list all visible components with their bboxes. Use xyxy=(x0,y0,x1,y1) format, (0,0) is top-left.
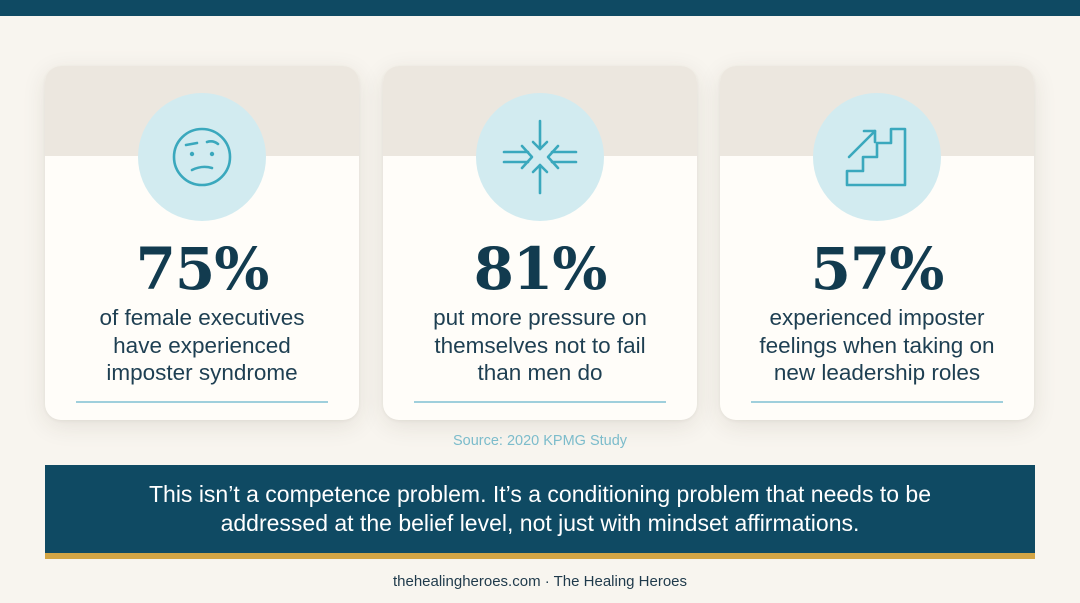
card-divider xyxy=(76,401,328,403)
stat-description: experienced imposter feelings when takin… xyxy=(740,304,1014,387)
icon-badge xyxy=(813,93,941,221)
banner-accent-stripe xyxy=(45,553,1035,559)
converging-arrows-icon xyxy=(502,119,578,195)
description-line: imposter syndrome xyxy=(106,360,298,385)
description-line: than men do xyxy=(477,360,603,385)
card-divider xyxy=(414,401,666,403)
stat-card-2: 81% put more pressure on themselves not … xyxy=(383,66,697,420)
icon-badge xyxy=(476,93,604,221)
footer-credit: thehealingheroes.com · The Healing Heroe… xyxy=(392,573,688,590)
key-message-text: This isn’t a competence problem. It’s a … xyxy=(149,480,931,538)
description-line: themselves not to fail xyxy=(434,332,646,358)
stat-card-1: 75% of female executives have experience… xyxy=(45,66,359,420)
description-line: have experienced xyxy=(113,332,291,358)
key-message-line: This isn’t a competence problem. It’s a … xyxy=(148,481,932,507)
card-divider xyxy=(751,401,1003,403)
description-line: experienced imposter xyxy=(769,305,985,330)
description-line: feelings when taking on xyxy=(759,332,995,358)
description-line: new leadership roles xyxy=(773,360,981,385)
description-line: of female executives xyxy=(99,305,305,330)
stat-value: 57% xyxy=(810,235,945,303)
description-line: put more pressure on xyxy=(433,305,647,330)
key-message-line: addressed at the belief level, not just … xyxy=(220,510,860,536)
stat-value: 81% xyxy=(473,235,608,303)
stat-card-3: 57% experienced imposter feelings when t… xyxy=(720,66,1034,420)
top-accent-bar xyxy=(0,0,1080,16)
stat-description: of female executives have experienced im… xyxy=(65,304,339,387)
source-citation: Source: 2020 KPMG Study xyxy=(452,433,628,449)
confused-face-icon xyxy=(172,127,232,187)
key-message-banner: This isn’t a competence problem. It’s a … xyxy=(45,465,1035,553)
stairs-arrow-icon xyxy=(845,127,907,187)
stat-description: put more pressure on themselves not to f… xyxy=(403,304,677,387)
icon-badge xyxy=(138,93,266,221)
stat-value: 75% xyxy=(135,235,270,303)
